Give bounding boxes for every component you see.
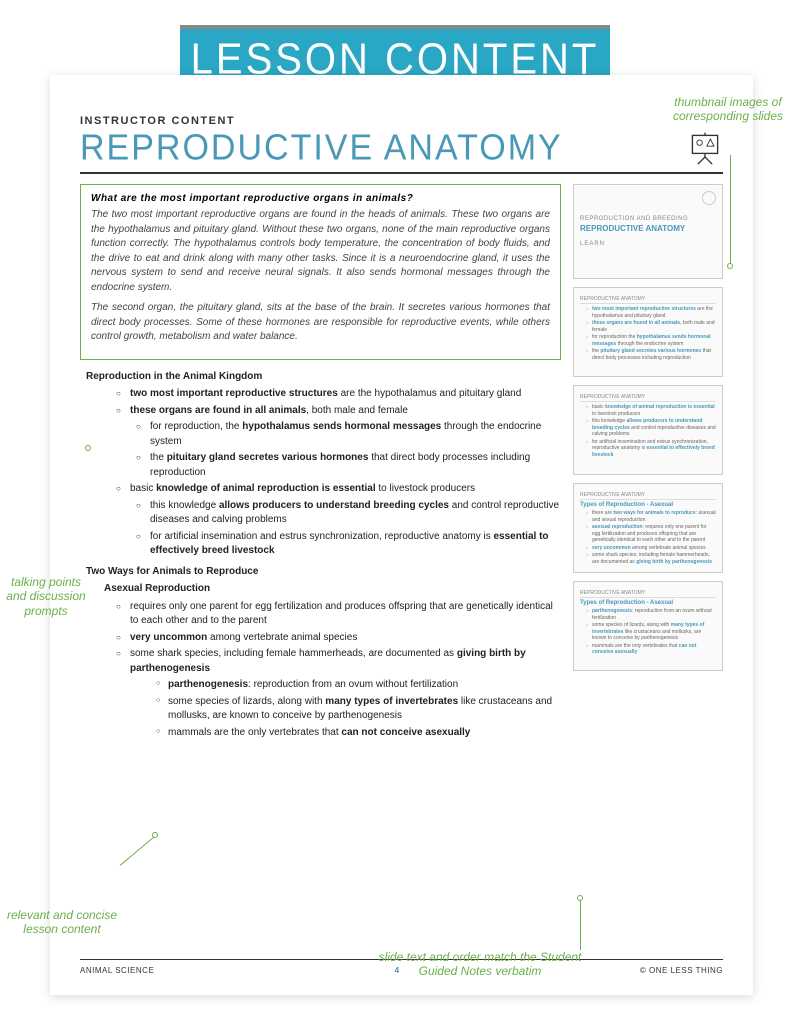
thumbnails-column: REPRODUCTION AND BREEDING REPRODUCTIVE A… [573,184,723,742]
thumb-bullet: mammals are the only vertebrates that ca… [586,643,716,656]
slide-thumbnail: REPRODUCTIVE ANATOMY Types of Reproducti… [573,581,723,671]
callout-dot [577,895,583,901]
callout-talking-points: talking points and discussion prompts [2,575,90,618]
thumb-overline: REPRODUCTION AND BREEDING [580,216,688,222]
callout-thumbnails: thumbnail images of corresponding slides [668,95,788,124]
thumb-bullet: very uncommon among vertebrate animal sp… [586,545,716,552]
thumb-bullet: asexual reproduction: requires only one … [586,524,716,544]
intro-question: What are the most important reproductive… [91,193,550,204]
thumb-bullet: there are two ways for animals to reprod… [586,510,716,523]
subtitle: INSTRUCTOR CONTENT [80,115,723,127]
callout-dot [727,263,733,269]
title-row: REPRODUCTIVE ANATOMY [80,129,723,174]
thumb-bullet: for reproduction the hypothalamus sends … [586,334,716,347]
callout-dot [152,832,158,838]
thumb-header: REPRODUCTIVE ANATOMY [580,394,716,402]
thumb-bullet: parthenogenesis: reproduction from an ov… [586,608,716,621]
intro-box: What are the most important reproductive… [80,184,561,360]
slide-thumbnail: REPRODUCTION AND BREEDING REPRODUCTIVE A… [573,184,723,279]
callout-slide-text: slide text and order match the Student G… [370,950,590,979]
thumb-bullet: basic knowledge of animal reproduction i… [586,404,716,417]
callout-line [730,155,731,265]
thumb-header: REPRODUCTIVE ANATOMY [580,296,716,304]
thumb-bullet: these organs are found in all animals, b… [586,320,716,333]
bullet: these organs are found in all animals, b… [116,404,561,419]
logo-icon [702,191,716,205]
bullet: requires only one parent for egg fertili… [116,600,561,629]
bullet: two most important reproductive structur… [116,387,561,402]
page-title: REPRODUCTIVE ANATOMY [80,128,563,169]
bullet: mammals are the only vertebrates that ca… [156,726,561,741]
bullet: parthenogenesis: reproduction from an ov… [156,678,561,693]
intro-p1: The two most important reproductive orga… [91,208,550,295]
section-heading: Reproduction in the Animal Kingdom [86,370,561,385]
thumb-bullet: the pituitary gland secretes various hor… [586,348,716,361]
footer-right: © ONE LESS THING [640,966,723,975]
thumb-bullet: this knowledge allows producers to under… [586,418,716,438]
document-page: INSTRUCTOR CONTENT REPRODUCTIVE ANATOMY … [50,75,753,995]
thumb-bullet: some shark species, including female ham… [586,552,716,565]
easel-icon [687,130,723,166]
bullet: very uncommon among vertebrate animal sp… [116,631,561,646]
slide-thumbnail: REPRODUCTIVE ANATOMY basic knowledge of … [573,385,723,475]
thumb-header: REPRODUCTIVE ANATOMY [580,492,716,500]
bullet: for reproduction, the hypothalamus sends… [136,420,561,449]
thumb-bullet: some species of lizards, along with many… [586,622,716,642]
footer-left: ANIMAL SCIENCE [80,966,154,975]
callout-lesson-content: relevant and concise lesson content [2,908,122,937]
bullet: this knowledge allows producers to under… [136,499,561,528]
section-heading: Two Ways for Animals to Reproduce [86,565,561,580]
bullet: basic knowledge of animal reproduction i… [116,482,561,497]
bullet: for artificial insemination and estrus s… [136,530,561,559]
callout-line [580,900,581,950]
main-column: What are the most important reproductive… [80,184,561,742]
bullet: the pituitary gland secretes various hor… [136,451,561,480]
slide-thumbnail: REPRODUCTIVE ANATOMY two most important … [573,287,723,377]
thumb-subtitle: Types of Reproduction - Asexual [580,600,716,606]
thumb-subtitle: Types of Reproduction - Asexual [580,502,716,508]
intro-p2: The second organ, the pituitary gland, s… [91,301,550,345]
callout-dot [85,445,91,451]
subsection-heading: Asexual Reproduction [104,582,561,597]
thumb-title: REPRODUCTIVE ANATOMY [580,224,685,233]
thumb-bullet: two most important reproductive structur… [586,306,716,319]
bullet: some species of lizards, along with many… [156,695,561,724]
slide-thumbnail: REPRODUCTIVE ANATOMY Types of Reproducti… [573,483,723,573]
bullet: some shark species, including female ham… [116,647,561,676]
outline: Reproduction in the Animal Kingdom two m… [80,370,561,741]
content-row: What are the most important reproductive… [80,184,723,742]
thumb-learn: LEARN [580,241,605,247]
thumb-header: REPRODUCTIVE ANATOMY [580,590,716,598]
thumb-bullet: for artificial insemination and estrus s… [586,439,716,459]
